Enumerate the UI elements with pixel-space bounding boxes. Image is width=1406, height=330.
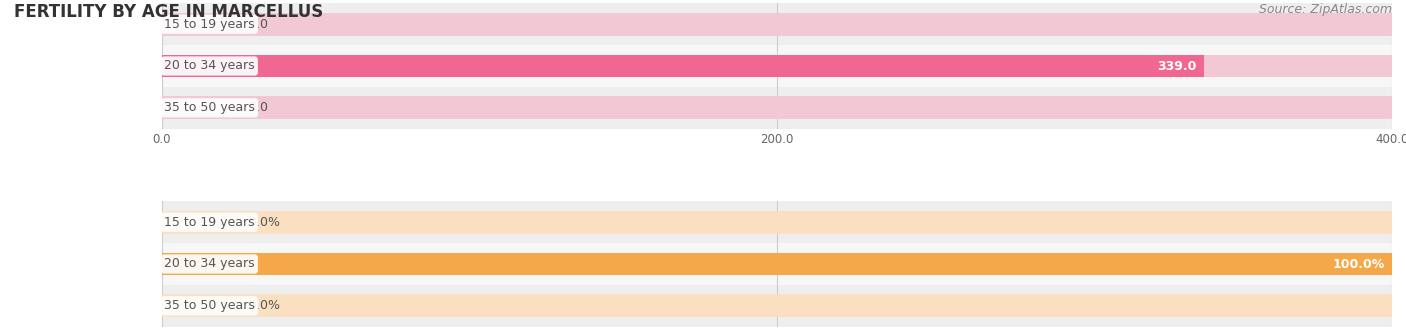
Bar xyxy=(162,243,1392,285)
Bar xyxy=(162,211,1392,234)
Text: 339.0: 339.0 xyxy=(1157,59,1197,73)
Text: 20 to 34 years: 20 to 34 years xyxy=(165,257,254,271)
Text: 0.0%: 0.0% xyxy=(247,299,280,312)
Text: 35 to 50 years: 35 to 50 years xyxy=(165,101,254,114)
Text: 100.0%: 100.0% xyxy=(1333,257,1385,271)
Text: 35 to 50 years: 35 to 50 years xyxy=(165,299,254,312)
Text: 15 to 19 years: 15 to 19 years xyxy=(165,18,254,31)
Bar xyxy=(162,201,1392,243)
Bar xyxy=(162,96,1392,119)
Bar xyxy=(162,3,1392,45)
Text: 0.0%: 0.0% xyxy=(247,216,280,229)
Bar xyxy=(162,252,1392,276)
Text: 0.0: 0.0 xyxy=(247,18,267,31)
Text: 0.0: 0.0 xyxy=(247,101,267,114)
Bar xyxy=(162,45,1392,87)
Bar xyxy=(162,285,1392,327)
Bar xyxy=(162,54,1392,78)
Bar xyxy=(162,252,1392,276)
Text: 20 to 34 years: 20 to 34 years xyxy=(165,59,254,73)
Text: Source: ZipAtlas.com: Source: ZipAtlas.com xyxy=(1258,3,1392,16)
Text: 15 to 19 years: 15 to 19 years xyxy=(165,216,254,229)
Bar xyxy=(162,54,1205,78)
Text: FERTILITY BY AGE IN MARCELLUS: FERTILITY BY AGE IN MARCELLUS xyxy=(14,3,323,21)
Bar xyxy=(162,87,1392,129)
Bar xyxy=(162,294,1392,317)
Bar xyxy=(162,13,1392,36)
